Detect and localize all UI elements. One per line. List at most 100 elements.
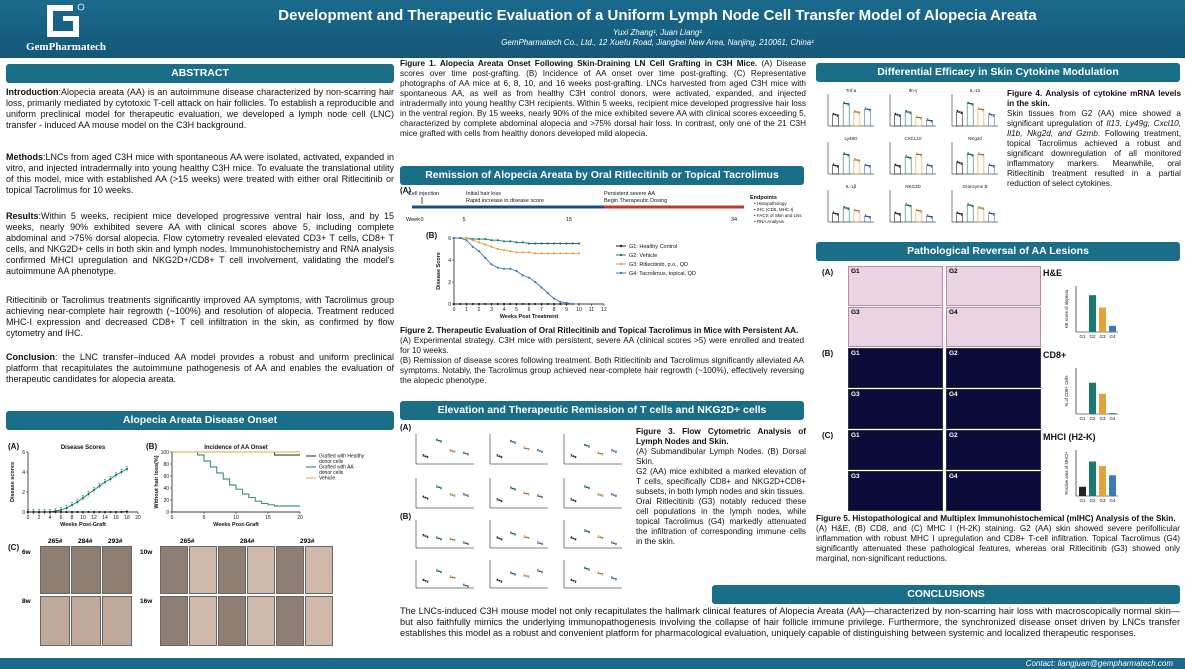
x-tick-label: 18 [124, 515, 130, 521]
data-point [120, 510, 123, 514]
data-point [120, 470, 123, 474]
patho-heading: Pathological Reversal of AA Lesions [816, 242, 1180, 261]
data-point [552, 242, 556, 245]
mini-dot [977, 107, 980, 109]
disease-score-chart: 0 2 4 6 8 10 12 14 16 18 20 0 2 4 6 Disease Scores Weeks… [10, 445, 141, 528]
data-point [515, 302, 518, 306]
data-point [534, 280, 537, 284]
legend-label: G4: Tacrolimus, topical, QD [629, 271, 696, 277]
mini-panel-title: Tnf-α [846, 88, 857, 93]
fig1-text: (A) Disease scores over time post-grafti… [400, 59, 807, 138]
mini-dot [930, 216, 933, 219]
mini-bar [966, 204, 974, 223]
data-point [92, 510, 96, 514]
cd8-image [848, 348, 943, 388]
methods-label: Methods [6, 152, 43, 162]
data-point [546, 302, 549, 306]
mouse-photo [160, 546, 188, 594]
data-point [521, 241, 524, 244]
mini-dot [960, 213, 963, 216]
mini-dot [919, 117, 922, 120]
bar [1109, 413, 1116, 414]
cd8-image [946, 348, 1041, 388]
week-label-8w: 8w [22, 598, 31, 605]
mini-dot [909, 112, 912, 115]
data-point [534, 252, 537, 255]
mini-dot [992, 165, 995, 168]
data-point [477, 241, 481, 244]
data-point [490, 302, 493, 306]
y-tick-label: 6 [448, 236, 451, 242]
mini-dot [977, 152, 980, 155]
mini-dot [868, 109, 871, 112]
patho-panel-c: (C) [822, 431, 834, 440]
data-point [509, 240, 512, 243]
mini-dot [537, 494, 539, 496]
mini-dot [992, 213, 995, 216]
x-tick-label: 1 [465, 307, 468, 313]
mini-dot [527, 448, 530, 451]
results-label: Results [6, 211, 39, 221]
mini-dot [570, 454, 573, 456]
mini-dot [496, 536, 499, 539]
gem-logo-icon [47, 3, 85, 37]
mouse-photo [247, 596, 275, 646]
bar-category-label: G3 [1099, 416, 1106, 421]
mini-dot [864, 214, 867, 217]
fig5-label: Figure 5. Histopathological and Multiple… [816, 514, 1176, 523]
mini-dot [574, 500, 577, 503]
abstract-intro: Introduction:Alopecia areata (AA) is an … [6, 87, 394, 131]
mini-dot [440, 538, 442, 541]
y-tick-label: 4 [448, 258, 451, 264]
group-tag: G3 [851, 309, 860, 316]
data-point [515, 269, 518, 273]
figure3-caption: Figure 3. Flow Cytometric Analysis of Ly… [636, 427, 806, 547]
data-point [521, 302, 524, 306]
week-label-10w: 10w [140, 549, 153, 556]
data-point [546, 291, 549, 295]
data-point [98, 484, 101, 488]
mouse-photo [40, 546, 70, 594]
mini-dot [847, 154, 850, 157]
mini-dot [981, 109, 984, 112]
fig4-label: Figure 4. Analysis of cytokine mRNA leve… [1007, 89, 1181, 108]
mini-dot [857, 211, 860, 213]
conclusions-text: The LNCs-induced C3H mouse model not onl… [400, 606, 1180, 638]
data-point [465, 302, 468, 306]
he-score-chart: HE score of alopecia G1 G2 G3 G4 [1064, 286, 1118, 339]
mini-dot [436, 485, 438, 487]
legend-label: donor cells [319, 470, 344, 476]
mini-bar [977, 207, 985, 223]
data-point [527, 242, 531, 245]
bar-category-label: G1 [1079, 416, 1086, 421]
data-point [509, 250, 512, 253]
mini-dot [988, 163, 991, 166]
data-point [496, 247, 499, 251]
mini-dot [523, 535, 526, 537]
mini-dot [864, 163, 867, 166]
mouse-photo [218, 546, 246, 594]
data-point [565, 242, 568, 245]
data-point [571, 242, 574, 245]
mini-dot [527, 537, 530, 540]
mini-dot [514, 533, 516, 536]
data-point [87, 510, 90, 514]
mini-dot [930, 120, 933, 123]
x-axis-label: Weeks Post-Graft [213, 522, 259, 528]
data-point [521, 251, 524, 254]
x-tick-label: 7 [540, 307, 543, 313]
mini-dot [467, 585, 469, 588]
mini-bar [864, 108, 871, 127]
series-line [172, 451, 300, 456]
x-tick-label: 4 [503, 307, 506, 313]
mini-dot [857, 160, 860, 163]
he-image [946, 266, 1041, 306]
mini-dot [832, 211, 835, 214]
data-point [559, 300, 562, 303]
mini-dot [971, 205, 974, 208]
fig1-label: Figure 1. Alopecia Areata Onset Followin… [400, 59, 758, 68]
mini-dot [537, 541, 539, 543]
mini-dot [601, 453, 604, 456]
mouse-photo [160, 596, 188, 646]
bar-category-label: G3 [1099, 334, 1106, 339]
